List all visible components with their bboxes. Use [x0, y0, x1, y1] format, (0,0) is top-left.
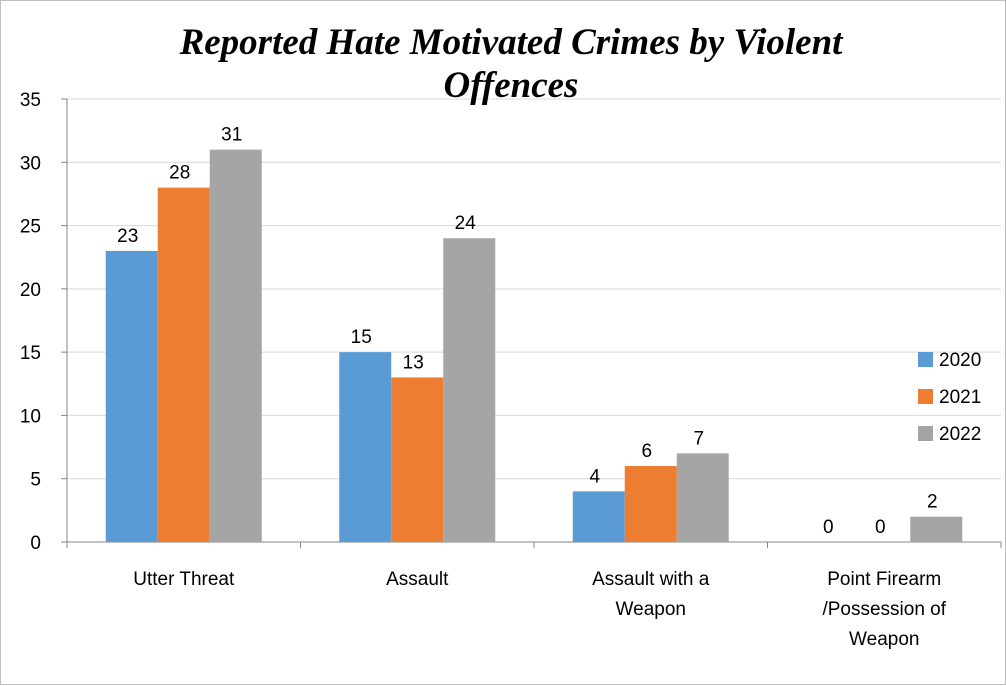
- data-label-2022: 2: [927, 492, 938, 513]
- legend-swatch-2022: [918, 426, 933, 441]
- data-label-2020: 23: [117, 226, 138, 247]
- bar-2020: [339, 352, 392, 542]
- bar-2021: [624, 466, 677, 542]
- legend-swatch-2021: [918, 389, 933, 404]
- chart-title-line-2: Offences: [444, 65, 579, 106]
- y-tick-label: 25: [20, 217, 41, 238]
- category-label: Assault with a: [592, 569, 710, 590]
- y-tick-labels: 0 5 10 15 20 25 30 35: [20, 90, 41, 554]
- bar-2021: [391, 377, 444, 542]
- category-label: Point Firearm: [827, 569, 941, 590]
- data-label-2021: 6: [641, 441, 652, 462]
- legend-label-2020: 2020: [939, 350, 981, 371]
- y-tick-label: 35: [20, 90, 41, 111]
- category-label: Utter Threat: [133, 569, 235, 590]
- chart-title-line-1: Reported Hate Motivated Crimes by Violen…: [179, 22, 845, 63]
- bar-2022: [910, 516, 963, 542]
- data-label-2021: 13: [403, 352, 424, 373]
- bar-2020: [105, 250, 158, 542]
- category-label: Weapon: [849, 629, 919, 650]
- bar-2022: [676, 453, 729, 542]
- bar-2022: [209, 149, 262, 542]
- category-label: Assault: [386, 569, 449, 590]
- data-labels: 23 28 31 15 13 24 4 6 7 0 0 2: [117, 125, 937, 538]
- legend-swatch-2020: [918, 352, 933, 367]
- y-tick-label: 30: [20, 153, 41, 174]
- data-label-2020: 4: [589, 466, 600, 487]
- legend-label-2022: 2022: [939, 424, 981, 445]
- legend: 2020 2021 2022: [918, 350, 981, 445]
- category-label: Weapon: [616, 599, 686, 620]
- bar-2020: [572, 491, 625, 542]
- data-label-2022: 24: [455, 213, 477, 234]
- data-label-2021: 0: [875, 517, 886, 538]
- data-label-2020: 0: [823, 517, 834, 538]
- y-tick-label: 10: [20, 406, 41, 427]
- category-labels: Utter Threat Assault Assault with a Weapon P…: [133, 569, 947, 650]
- data-label-2022: 7: [693, 428, 704, 449]
- data-label-2021: 28: [169, 163, 190, 184]
- y-tick-label: 5: [30, 470, 41, 491]
- y-tick-label: 15: [20, 343, 41, 364]
- y-tick-label: 0: [30, 533, 41, 554]
- data-label-2020: 15: [351, 327, 372, 348]
- legend-label-2021: 2021: [939, 387, 981, 408]
- y-tick-label: 20: [20, 280, 41, 301]
- bars: [105, 149, 963, 542]
- bar-2022: [443, 238, 496, 542]
- category-label: /Possession of: [822, 599, 946, 620]
- bar-2021: [157, 187, 210, 542]
- data-label-2022: 31: [221, 125, 242, 146]
